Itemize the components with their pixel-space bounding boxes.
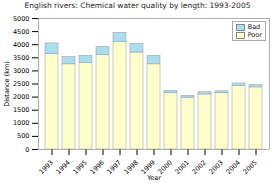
svg-text:2002: 2002 — [191, 159, 208, 176]
svg-text:3000: 3000 — [13, 67, 30, 75]
svg-text:2000: 2000 — [13, 93, 30, 101]
svg-text:2500: 2500 — [13, 80, 30, 88]
html-text:English rivers: Chemical water: English rivers: Chemical water quality b… — [24, 1, 251, 10]
svg-text:5000: 5000 — [13, 15, 30, 23]
svg-text:2000: 2000 — [156, 158, 174, 176]
svg-text:2004: 2004 — [225, 159, 242, 176]
svg-text:4500: 4500 — [13, 28, 30, 36]
svg-text:1999: 1999 — [139, 158, 157, 176]
svg-text:1000: 1000 — [13, 119, 30, 127]
svg-text:3500: 3500 — [13, 54, 30, 62]
svg-text:2005: 2005 — [242, 159, 259, 176]
svg-text:Year: Year — [146, 174, 161, 182]
html-text:Bad: Bad — [247, 23, 261, 31]
svg-text:2003: 2003 — [208, 159, 225, 176]
svg-text:4000: 4000 — [13, 41, 30, 49]
svg-text:1993: 1993 — [38, 159, 55, 176]
html-text:Poor: Poor — [247, 31, 262, 39]
svg-text:1994: 1994 — [55, 159, 72, 176]
svg-text:1995: 1995 — [72, 159, 89, 176]
svg-text:1997: 1997 — [106, 159, 123, 176]
svg-text:0: 0 — [25, 146, 29, 154]
svg-text:2001: 2001 — [174, 159, 191, 176]
svg-text:1998: 1998 — [123, 159, 140, 176]
svg-text:1996: 1996 — [89, 159, 106, 176]
svg-text:500: 500 — [17, 132, 29, 140]
svg-text:Distance (km): Distance (km) — [3, 61, 11, 107]
svg-text:1500: 1500 — [13, 106, 30, 114]
